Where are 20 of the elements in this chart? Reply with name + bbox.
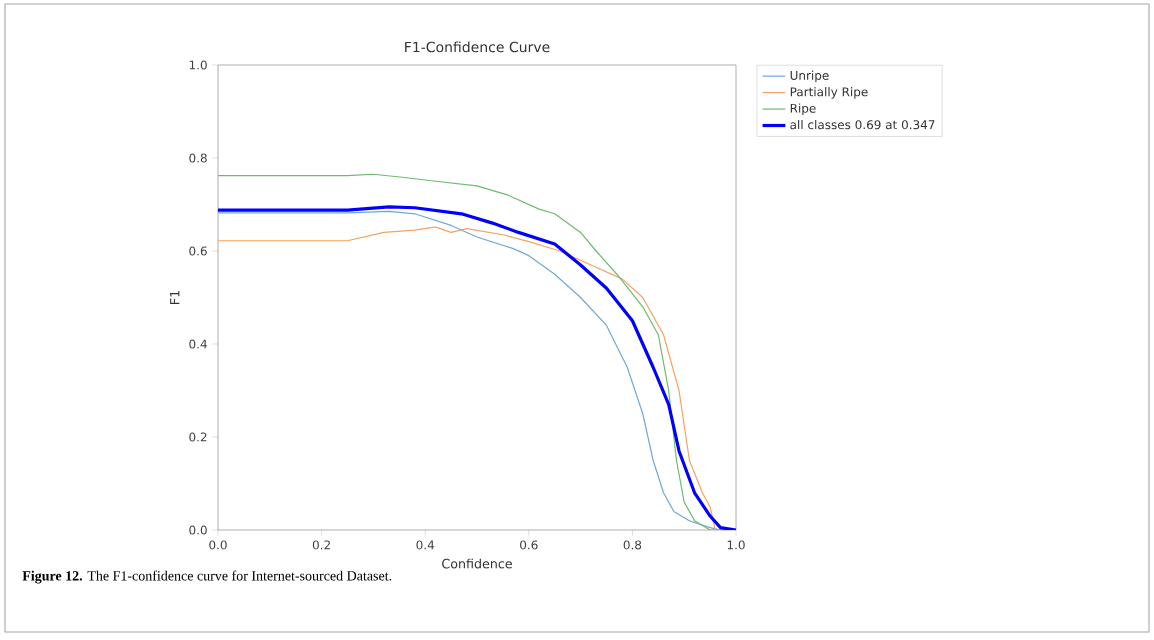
legend-label: Partially Ripe — [790, 87, 868, 99]
x-tick-label: 0.6 — [520, 540, 538, 550]
x-tick-label: 1.0 — [727, 540, 745, 550]
y-tick-label: 0.8 — [189, 153, 207, 163]
x-tick-label: 0.2 — [312, 540, 330, 550]
legend-label: Ripe — [790, 103, 816, 116]
y-tick-label: 0.4 — [189, 339, 207, 349]
chart-title: F1-Confidence Curve — [405, 41, 550, 53]
y-tick-label: 0.0 — [189, 525, 207, 535]
text: Figure 12. The F1-confidence curve for Internet-sourced Dataset. — [22, 570, 392, 584]
y-tick-label: 0.2 — [189, 432, 207, 442]
x-tick-label: 0.8 — [623, 540, 642, 550]
legend-label: all classes 0.69 at 0.347 — [790, 119, 935, 130]
x-tick-label: 0.4 — [416, 540, 435, 550]
y-tick-label: 0.6 — [189, 246, 207, 256]
x-tick-label: 0.0 — [209, 540, 227, 550]
legend-label: Unripe — [790, 70, 829, 83]
y-axis-title: F1 — [170, 290, 180, 304]
y-tick-label: 1.0 — [189, 60, 207, 70]
x-axis-title: Confidence — [442, 558, 512, 569]
